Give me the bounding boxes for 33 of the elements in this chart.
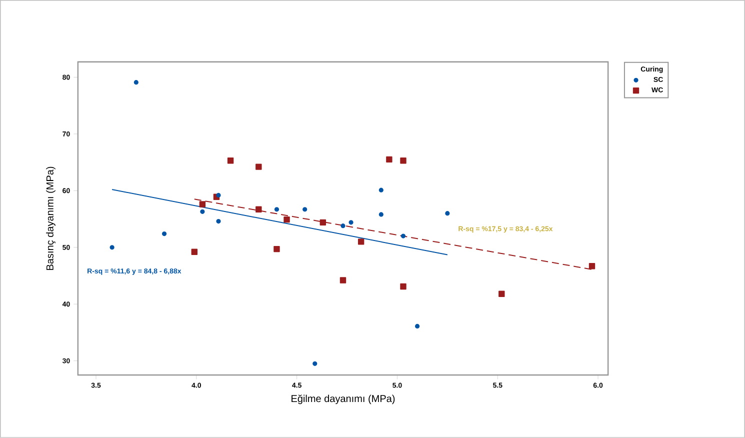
point — [134, 80, 138, 85]
point — [216, 219, 221, 224]
point — [378, 212, 384, 217]
point — [256, 164, 262, 170]
point — [274, 207, 280, 212]
point — [386, 156, 392, 163]
point — [414, 324, 420, 329]
point — [358, 238, 364, 245]
y-axis-title: Basınç dayanımı (MPa) — [46, 166, 56, 270]
point — [320, 219, 326, 226]
point — [400, 234, 406, 238]
point — [162, 232, 167, 236]
point — [191, 248, 198, 256]
x-axis-title: Eğilme dayanımı (MPa) — [292, 394, 395, 404]
point — [227, 158, 234, 164]
point — [284, 216, 290, 223]
point — [216, 192, 221, 198]
point — [445, 211, 450, 216]
point — [302, 207, 308, 212]
point — [199, 201, 206, 208]
point — [312, 361, 318, 366]
point — [340, 224, 346, 228]
point — [400, 158, 406, 164]
point — [588, 263, 596, 270]
point — [110, 245, 114, 250]
point — [498, 290, 505, 298]
point — [274, 246, 280, 252]
point — [400, 283, 406, 290]
point — [340, 277, 346, 284]
point — [348, 220, 354, 225]
point — [256, 206, 262, 213]
point — [378, 188, 384, 192]
point — [200, 209, 205, 214]
